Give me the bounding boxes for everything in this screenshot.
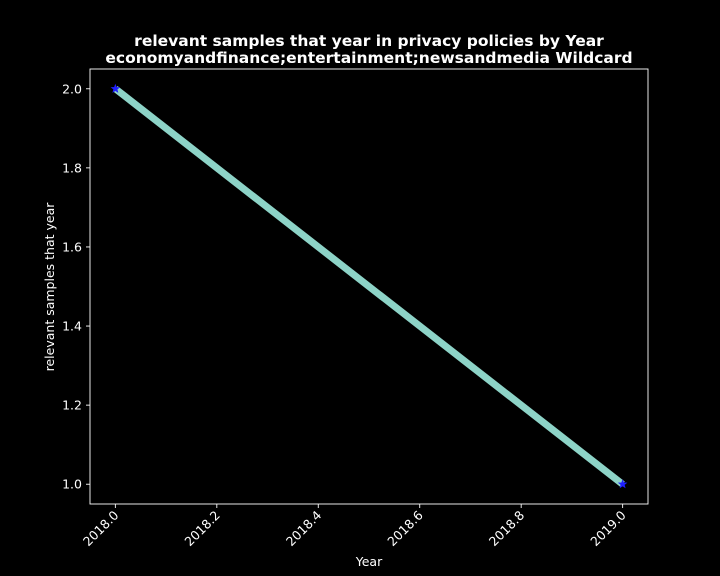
y-tick-label: 2.0 (62, 81, 82, 96)
y-tick-label: 1.8 (62, 160, 82, 175)
x-axis-label: Year (355, 554, 383, 569)
y-tick-label: 1.6 (62, 239, 82, 254)
x-tick-label: 2018.0 (80, 507, 122, 549)
chart-title-line-1: relevant samples that year in privacy po… (134, 32, 604, 50)
x-tick-label: 2018.2 (181, 508, 223, 550)
chart-title: relevant samples that year in privacy po… (105, 32, 632, 67)
x-tick-label: 2018.4 (283, 507, 325, 549)
y-axis-ticks: 1.0 1.2 1.4 1.6 1.8 2.0 (62, 81, 90, 492)
data-point-marker (110, 83, 121, 93)
x-tick-label: 2019.0 (587, 507, 629, 549)
y-tick-label: 1.0 (62, 477, 82, 492)
series-line (113, 86, 625, 487)
x-axis-ticks: 2018.0 2018.2 2018.4 2018.6 2018.8 2019.0 (80, 504, 629, 549)
chart-title-line-2: economyandfinance;entertainment;newsandm… (105, 49, 632, 67)
data-point-marker (617, 479, 628, 489)
y-axis-label: relevant samples that year (42, 202, 57, 372)
series-layer (110, 83, 628, 489)
x-tick-label: 2018.6 (384, 507, 426, 549)
y-tick-label: 1.4 (62, 319, 82, 334)
y-tick-label: 1.2 (62, 398, 82, 413)
plot-area-frame (89, 68, 649, 505)
x-tick-label: 2018.8 (486, 507, 528, 549)
